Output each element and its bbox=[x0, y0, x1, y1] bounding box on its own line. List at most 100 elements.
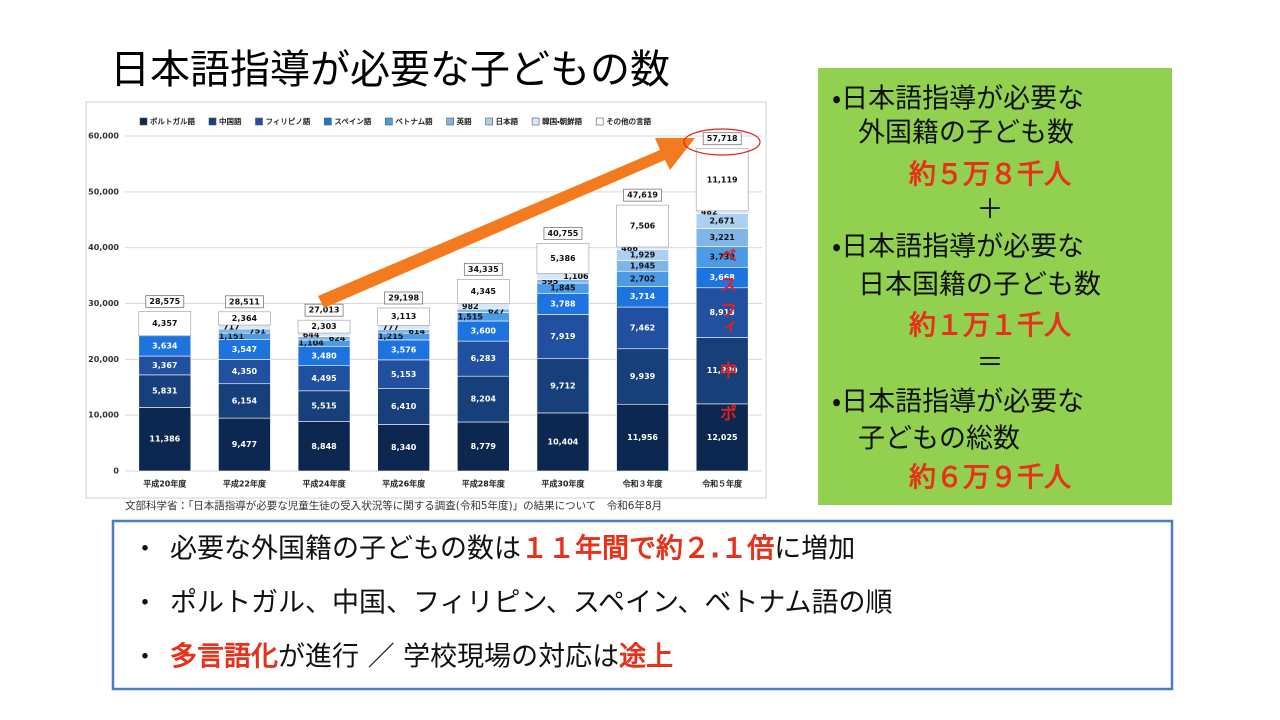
x-tick-label: 平成22年度 bbox=[223, 479, 267, 489]
x-tick-label: 平成24年度 bbox=[302, 479, 346, 489]
bar-segment bbox=[218, 383, 271, 419]
total-box bbox=[463, 262, 503, 276]
legend-swatch bbox=[531, 117, 540, 126]
bar-segment bbox=[297, 421, 351, 472]
y-tick-label: 60,000 bbox=[88, 132, 119, 141]
bar-segment bbox=[457, 278, 510, 304]
bar-segment bbox=[377, 388, 430, 425]
bar-segment bbox=[536, 412, 590, 472]
total-label: 28,575 bbox=[149, 297, 180, 306]
bullet-text: 必要な外国籍の子どもの数は bbox=[170, 534, 521, 565]
bullet-text: ポルトガル、中国、フィリピン、スペイン、ベトナム語の順 bbox=[170, 588, 893, 619]
annotation: ベ bbox=[716, 247, 737, 264]
bullet-highlight: １１年間で約２.１倍 bbox=[521, 533, 774, 565]
total-label: 57,718 bbox=[707, 134, 738, 143]
segment-label: 644 bbox=[303, 330, 320, 339]
total-box bbox=[145, 295, 185, 308]
segment-label: 595 bbox=[542, 277, 559, 286]
segment-label: 11,119 bbox=[707, 175, 738, 184]
source-note: 文部科学省：「日本語指導が必要な児童生徒の受入状況等に関する調査(令和5年度)」… bbox=[125, 499, 662, 512]
summary-line: ・日本語指導が必要な bbox=[832, 387, 1084, 418]
y-tick-label: 10,000 bbox=[88, 411, 119, 420]
x-tick-label: 平成26年度 bbox=[382, 479, 426, 489]
y-tick-label: 20,000 bbox=[88, 355, 119, 364]
slide-title: 日本語指導が必要な子どもの数 bbox=[110, 47, 670, 93]
bar-segment bbox=[138, 374, 192, 408]
x-tick-label: 平成30年度 bbox=[541, 479, 585, 489]
chart: 0 10,000 20,000 30,000 40,000 50,000 60,000 ポルト… bbox=[88, 116, 762, 489]
legend-swatch bbox=[255, 117, 263, 126]
legend-swatch bbox=[446, 117, 454, 126]
bar-segment bbox=[616, 348, 669, 405]
summary-line: ＝ bbox=[977, 348, 1004, 379]
annotation: フィ bbox=[716, 301, 736, 335]
segment-label: 9,477 bbox=[232, 440, 257, 449]
bar-segment bbox=[536, 243, 590, 274]
total-label: 27,013 bbox=[309, 306, 340, 315]
segment-label: 3,480 bbox=[311, 351, 337, 360]
segment-label: 3,634 bbox=[152, 341, 178, 350]
segment-label: 5,831 bbox=[152, 387, 178, 396]
bar-segment bbox=[616, 204, 669, 248]
segment-label: 751 bbox=[249, 327, 266, 336]
bar-segment bbox=[138, 407, 192, 472]
segment-label: 2,303 bbox=[311, 322, 336, 331]
segment-label: 1,215 bbox=[378, 332, 404, 341]
segment-label: 3,576 bbox=[391, 345, 417, 354]
segment-label: 7,506 bbox=[630, 222, 656, 231]
segment-label: 8,848 bbox=[311, 442, 337, 451]
x-tick-label: 令和５年度 bbox=[702, 479, 743, 489]
segment-label: 777 bbox=[382, 323, 399, 332]
summary-line: ・日本語指導が必要な bbox=[832, 84, 1084, 115]
summary-highlight: 約６万９千人 bbox=[908, 463, 1072, 494]
bullet-list: ・必要な外国籍の子どもの数は １１年間で約２.１倍 に増加・ ポルトガル、中国、フィリ… bbox=[132, 533, 893, 673]
legend-swatch bbox=[324, 117, 332, 126]
legend-label: ベトナム語 bbox=[395, 116, 433, 126]
segment-label: 7,462 bbox=[630, 323, 655, 332]
segment-label: 4,345 bbox=[471, 287, 497, 296]
bullet-highlight: 途上 bbox=[619, 642, 673, 673]
total-label: 47,619 bbox=[627, 191, 658, 200]
summary-line: 子どもの総数 bbox=[858, 424, 1020, 455]
segment-label: 9,939 bbox=[630, 372, 656, 381]
bar-segment bbox=[138, 311, 192, 337]
total-box bbox=[702, 132, 742, 146]
x-tick-label: 令和３年度 bbox=[623, 479, 664, 489]
summary-line: 日本国籍の子ども数 bbox=[858, 270, 1101, 301]
segment-label: 3,600 bbox=[471, 327, 497, 336]
bar-segment bbox=[457, 375, 510, 423]
bar-segment bbox=[297, 390, 351, 422]
segment-label: 717 bbox=[223, 323, 240, 332]
segment-label: 4,357 bbox=[152, 319, 177, 328]
segment-label: 6,283 bbox=[471, 354, 496, 363]
segment-label: 1,845 bbox=[550, 284, 576, 293]
bar-segment bbox=[297, 365, 351, 392]
segment-label: 5,386 bbox=[550, 254, 576, 263]
bullet-box bbox=[111, 519, 1174, 691]
summary-text: ・日本語指導が必要な外国籍の子ども数約５万８千人＋・日本語指導が必要な日本国籍の… bbox=[832, 84, 1101, 494]
bar-segment bbox=[218, 311, 271, 326]
segment-label: 627 bbox=[488, 306, 505, 315]
segment-label: 1,929 bbox=[630, 251, 656, 260]
highlight-ellipse bbox=[683, 128, 761, 156]
x-tick-label: 平成20年度 bbox=[143, 479, 187, 489]
segment-label: 11,880 bbox=[707, 366, 738, 375]
y-tick-label: 50,000 bbox=[88, 187, 119, 196]
segment-label: 2,364 bbox=[232, 314, 258, 323]
legend-swatch bbox=[208, 117, 217, 126]
bar-segment bbox=[457, 421, 510, 472]
legend-label: その他の言語 bbox=[606, 116, 651, 126]
y-tick-label: 30,000 bbox=[88, 299, 119, 308]
segment-label: 5,515 bbox=[311, 402, 337, 411]
summary-highlight: 約１万１千人 bbox=[908, 311, 1072, 342]
legend-swatch bbox=[385, 117, 393, 126]
segment-label: 482 bbox=[701, 208, 718, 217]
segment-label: 3,714 bbox=[630, 292, 656, 301]
segment-label: 6,410 bbox=[391, 402, 417, 411]
bar-segment bbox=[377, 307, 430, 326]
y-tick-label: 40,000 bbox=[88, 243, 119, 252]
bar-segment bbox=[695, 337, 749, 405]
legend-swatch bbox=[485, 117, 493, 126]
